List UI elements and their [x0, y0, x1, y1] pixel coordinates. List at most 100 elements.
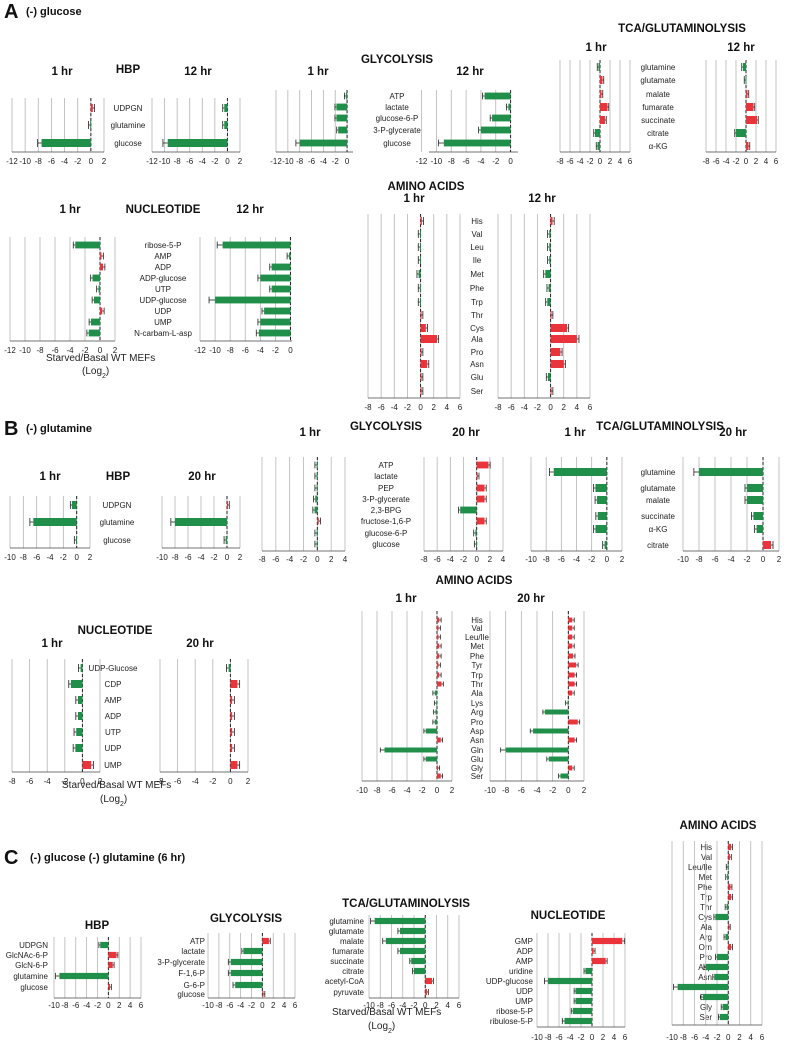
bar — [100, 307, 103, 315]
tick-label: -6 — [463, 157, 471, 166]
panel-b-hbp-1: 20 hr -10 -8 -6 -4 -2 0 2 — [156, 471, 243, 562]
tick-label: -6 — [186, 157, 194, 166]
section-b-axis-unit-open: (Log — [100, 794, 120, 805]
chart-b-nuc: NUCLEOTIDEUDP-GlucoseCDPAMPADPUTPUDPUMP1… — [8, 625, 250, 786]
category-label: Asp — [470, 727, 484, 736]
tick-label: -6 — [555, 1033, 563, 1042]
tick-label: 2 — [88, 553, 93, 562]
category-label: His — [471, 217, 483, 226]
tick-label: 0 — [228, 777, 233, 786]
bar — [699, 468, 763, 476]
tick-label: 6 — [628, 157, 633, 166]
tick-label: 2 — [431, 403, 436, 412]
bar — [230, 728, 233, 736]
tick-label: 0 — [418, 403, 423, 412]
bar — [420, 348, 422, 356]
category-label: glutamine — [329, 917, 364, 926]
tick-label: -10 — [19, 157, 31, 166]
bar — [568, 653, 574, 659]
tick-label: -6 — [308, 157, 316, 166]
chart-c-nuc: NUCLEOTIDE GMPADPAMPuridineUDP-glucoseUDP… — [486, 910, 628, 1042]
category-label: GlcN-6-P — [15, 961, 48, 970]
bar — [262, 990, 264, 998]
chart-a-aa: AMINO ACIDS His Val Leu Ile Met Phe Trp Thr Cys Al… — [364, 181, 592, 412]
section-a-axis-unit-sub: 2 — [102, 373, 106, 380]
bar — [41, 139, 91, 147]
bar — [550, 360, 564, 368]
chart-title-c-nuc: NUCLEOTIDE — [531, 910, 606, 922]
tick-label: -4 — [573, 555, 581, 564]
category-label: Leu/Ile — [465, 633, 490, 642]
bar — [399, 927, 426, 935]
category-label: Ser — [471, 772, 484, 781]
category-label: Orn — [699, 943, 712, 952]
chart-title-b-nuc: NUCLEOTIDE — [78, 625, 153, 637]
tick-label: -4 — [320, 157, 328, 166]
category-label: fumarate — [332, 947, 364, 956]
panel-a-nuc-1: 12 hr -12 -10 -8 -6 -4 -2 0 — [194, 204, 293, 355]
category-label: glutamine — [641, 63, 676, 72]
bar — [271, 285, 291, 293]
category-label: Ala — [471, 689, 483, 698]
bar — [476, 517, 485, 525]
tick-label: -2 — [209, 777, 217, 786]
section-b-condition: (-) glutamine — [26, 423, 92, 435]
bar — [435, 709, 437, 715]
tick-label: -8 — [20, 553, 28, 562]
tick-label: 2 — [450, 786, 455, 795]
chart-title-a-gly: GLYCOLYSIS — [361, 54, 433, 66]
bar — [746, 116, 757, 124]
category-label: α-KG — [649, 142, 668, 151]
category-label: citrate — [647, 541, 669, 550]
tick-label: 4 — [764, 157, 769, 166]
tick-label: 2 — [561, 403, 566, 412]
category-label: glucose — [20, 983, 48, 992]
bar — [564, 1017, 592, 1025]
bar — [717, 953, 729, 961]
tick-label: -2 — [732, 157, 740, 166]
section-c-axis-note-main: Starved/Basal WT MEFs — [332, 1007, 441, 1018]
chart-a-nuc: NUCLEOTIDE ribose-5-P AMP ADP ADP-glucose UTP… — [4, 204, 293, 355]
section-b-label: B — [4, 418, 18, 440]
tick-label: 6 — [139, 1001, 144, 1010]
panel-time-label: 1 hr — [307, 66, 329, 78]
bar — [90, 121, 92, 129]
category-label: Leu/Ile — [688, 863, 713, 872]
bar — [76, 728, 83, 736]
category-label: UDP-Glucose — [89, 664, 138, 673]
chart-title-b-gly: GLYCOLYSIS — [350, 421, 422, 433]
tick-label: -8 — [695, 555, 703, 564]
panel-time-label: 12 hr — [528, 193, 556, 205]
tick-label: -4 — [83, 1001, 91, 1010]
category-label: lactate — [385, 103, 409, 112]
bar — [597, 142, 600, 150]
tick-label: 0 — [598, 157, 603, 166]
category-label: glucose — [383, 139, 411, 148]
category-label: glutamine — [13, 972, 48, 981]
chart-a-gly: GLYCOLYSIS ATP lactate glucose-6-P 3-P-glyce… — [270, 54, 518, 166]
bar — [385, 937, 426, 945]
tick-label: 2 — [620, 555, 625, 564]
bar — [727, 873, 729, 881]
tick-label: -10 — [431, 157, 443, 166]
tick-label: -10 — [531, 1033, 543, 1042]
bar — [592, 937, 623, 945]
tick-label: 0 — [508, 157, 513, 166]
bar — [677, 983, 729, 991]
tick-label: -4 — [521, 403, 529, 412]
bar — [419, 284, 421, 292]
bar — [725, 933, 729, 941]
tick-label: 4 — [501, 555, 506, 564]
tick-label: 4 — [343, 555, 348, 564]
category-label: Phe — [470, 284, 485, 293]
bar — [425, 728, 437, 734]
bar — [258, 329, 291, 337]
section-a-axis-note: Starved/Basal WT MEFs — [46, 353, 155, 364]
bar — [437, 653, 440, 659]
tick-label: -6 — [33, 553, 41, 562]
tick-label: -4 — [61, 157, 69, 166]
panel-time-label: 1 hr — [403, 193, 425, 205]
section-c-axis-unit-open: (Log — [368, 1021, 388, 1032]
tick-label: -4 — [257, 346, 265, 355]
